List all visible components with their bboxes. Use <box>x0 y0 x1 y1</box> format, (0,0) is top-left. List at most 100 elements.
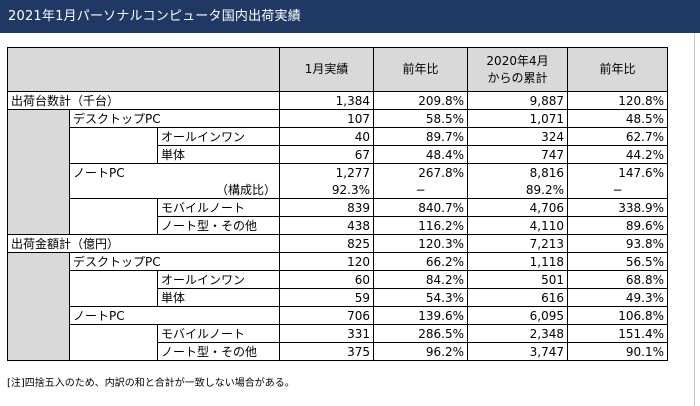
indent-cell <box>8 253 70 271</box>
cell-monthly: 438 <box>280 217 374 235</box>
cell-yoy: 840.7% <box>374 199 468 217</box>
table-row: 出荷金額計（億円） 825 120.3% 7,213 93.8% <box>8 235 668 253</box>
cell-yoy-cumulative: 48.5% <box>568 110 668 128</box>
cell-monthly: 59 <box>280 289 374 307</box>
row-label: ノート型・その他 <box>158 343 280 361</box>
cell-cumulative: 7,213 <box>468 235 568 253</box>
table-row: 単体 67 48.4% 747 44.2% <box>8 146 668 164</box>
cell-cumulative: 4,706 <box>468 199 568 217</box>
cell-yoy: 120.3% <box>374 235 468 253</box>
table-row: 単体 59 54.3% 616 49.3% <box>8 289 668 307</box>
table-row: （構成比） 92.3% − 89.2% − <box>8 181 668 199</box>
row-label: 単体 <box>158 289 280 307</box>
row-label: オールインワン <box>158 271 280 289</box>
cell-cumulative: 501 <box>468 271 568 289</box>
row-label: デスクトップPC <box>70 253 280 271</box>
page-title: 2021年1月パーソナルコンピュータ国内出荷実績 <box>0 0 700 33</box>
indent-cell <box>8 199 70 217</box>
cell-yoy: 139.6% <box>374 307 468 325</box>
cell-cumulative: 6,095 <box>468 307 568 325</box>
indent-cell <box>8 325 70 343</box>
row-label: オールインワン <box>158 128 280 146</box>
indent-cell <box>8 217 70 235</box>
cell-yoy: 58.5% <box>374 110 468 128</box>
cell-monthly: 375 <box>280 343 374 361</box>
cell-yoy-cumulative: 89.6% <box>568 217 668 235</box>
table-row: デスクトップPC 107 58.5% 1,071 48.5% <box>8 110 668 128</box>
cell-monthly: 92.3% <box>280 181 374 199</box>
header-cumulative: 2020年4月 からの累計 <box>468 48 568 92</box>
cell-cumulative: 4,110 <box>468 217 568 235</box>
indent-cell <box>8 146 70 164</box>
table-row: モバイルノート 839 840.7% 4,706 338.9% <box>8 199 668 217</box>
cell-monthly: 120 <box>280 253 374 271</box>
cell-yoy: − <box>374 181 468 199</box>
cell-monthly: 706 <box>280 307 374 325</box>
indent-cell <box>8 181 70 199</box>
indent-cell <box>8 307 70 325</box>
cell-cumulative: 616 <box>468 289 568 307</box>
cell-yoy-cumulative: 90.1% <box>568 343 668 361</box>
header-monthly: 1月実績 <box>280 48 374 92</box>
cell-yoy-cumulative: 93.8% <box>568 235 668 253</box>
cell-yoy-cumulative: 49.3% <box>568 289 668 307</box>
row-label: ノート型・その他 <box>158 217 280 235</box>
cell-cumulative: 89.2% <box>468 181 568 199</box>
footnote: [注]四捨五入のため、内訳の和と合計が一致しない場合がある。 <box>7 377 295 390</box>
row-label: 単体 <box>158 146 280 164</box>
indent-cell <box>70 343 158 361</box>
table-row: ノートPC 706 139.6% 6,095 106.8% <box>8 307 668 325</box>
header-label-cell <box>8 48 280 92</box>
cell-cumulative: 9,887 <box>468 92 568 110</box>
table-row: モバイルノート 331 286.5% 2,348 151.4% <box>8 325 668 343</box>
cell-cumulative: 324 <box>468 128 568 146</box>
cell-yoy: 89.7% <box>374 128 468 146</box>
indent-cell <box>70 289 158 307</box>
indent-cell <box>70 146 158 164</box>
cell-yoy-cumulative: 151.4% <box>568 325 668 343</box>
header-yoy: 前年比 <box>374 48 468 92</box>
cell-yoy: 116.2% <box>374 217 468 235</box>
indent-cell <box>8 271 70 289</box>
cell-cumulative: 3,747 <box>468 343 568 361</box>
cell-monthly: 825 <box>280 235 374 253</box>
cell-cumulative: 1,118 <box>468 253 568 271</box>
row-label: デスクトップPC <box>70 110 280 128</box>
cell-yoy-cumulative: 44.2% <box>568 146 668 164</box>
cell-monthly: 67 <box>280 146 374 164</box>
cell-cumulative: 2,348 <box>468 325 568 343</box>
cell-yoy-cumulative: 147.6% <box>568 164 668 182</box>
table-row: ノートPC 1,277 267.8% 8,816 147.6% <box>8 164 668 182</box>
cell-yoy-cumulative: 62.7% <box>568 128 668 146</box>
header-row: 1月実績 前年比 2020年4月 からの累計 前年比 <box>8 48 668 92</box>
cell-monthly: 107 <box>280 110 374 128</box>
indent-cell <box>70 199 158 217</box>
header-yoy-cumulative: 前年比 <box>568 48 668 92</box>
shipment-table: 1月実績 前年比 2020年4月 からの累計 前年比 出荷台数計（千台） 1,38… <box>7 47 668 361</box>
cell-yoy: 48.4% <box>374 146 468 164</box>
row-label: 出荷台数計（千台） <box>8 92 280 110</box>
row-label: ノートPC <box>70 164 280 182</box>
indent-cell <box>8 343 70 361</box>
cell-yoy-cumulative: 106.8% <box>568 307 668 325</box>
indent-cell <box>8 164 70 182</box>
indent-cell <box>70 128 158 146</box>
cell-yoy: 66.2% <box>374 253 468 271</box>
table-row: 出荷台数計（千台） 1,384 209.8% 9,887 120.8% <box>8 92 668 110</box>
cell-yoy: 209.8% <box>374 92 468 110</box>
table-row: ノート型・その他 438 116.2% 4,110 89.6% <box>8 217 668 235</box>
indent-cell <box>8 128 70 146</box>
cell-yoy-cumulative: 68.8% <box>568 271 668 289</box>
cell-yoy: 267.8% <box>374 164 468 182</box>
cell-cumulative: 8,816 <box>468 164 568 182</box>
cell-yoy-cumulative: 56.5% <box>568 253 668 271</box>
cell-monthly: 331 <box>280 325 374 343</box>
cell-monthly: 1,384 <box>280 92 374 110</box>
indent-cell <box>70 271 158 289</box>
cell-cumulative: 1,071 <box>468 110 568 128</box>
row-label: （構成比） <box>70 181 280 199</box>
indent-cell <box>8 289 70 307</box>
indent-cell <box>8 110 70 128</box>
table-row: デスクトップPC 120 66.2% 1,118 56.5% <box>8 253 668 271</box>
table-row: オールインワン 60 84.2% 501 68.8% <box>8 271 668 289</box>
